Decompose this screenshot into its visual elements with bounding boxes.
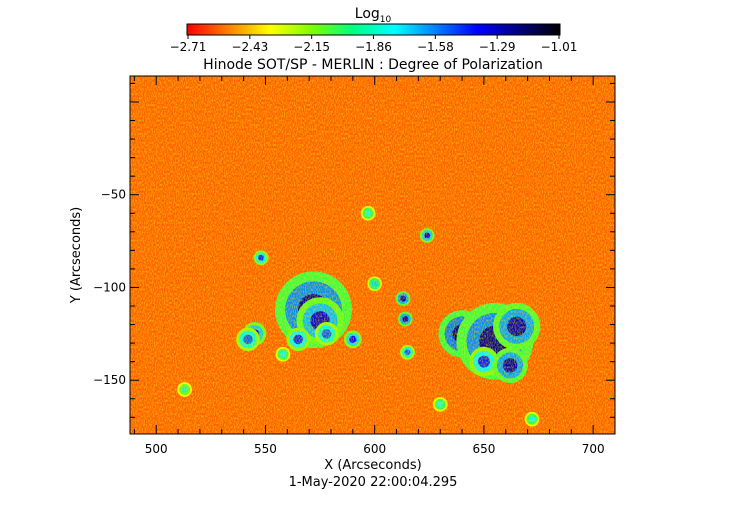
date-label: 1-May-2020 22:00:04.295 bbox=[289, 475, 458, 490]
y-tick-label: −100 bbox=[93, 280, 126, 294]
colorbar-tick-label: −2.43 bbox=[231, 40, 268, 54]
heatmap-image bbox=[130, 76, 615, 434]
y-axis-ticks: −50 −100 −150 bbox=[93, 82, 615, 418]
x-tick-label: 700 bbox=[582, 442, 605, 456]
colorbar-tick-label: −2.15 bbox=[293, 40, 330, 54]
colorbar-tick-label: −1.29 bbox=[479, 40, 516, 54]
heatmap-texture bbox=[130, 76, 615, 434]
y-axis-label: Y (Arcseconds) bbox=[69, 207, 84, 304]
plot-frame bbox=[129, 75, 616, 435]
colorbar-tick-label: −1.58 bbox=[417, 40, 454, 54]
colorbar-tick-label: −1.01 bbox=[541, 40, 578, 54]
x-tick-label: 650 bbox=[472, 442, 495, 456]
x-tick-label: 500 bbox=[145, 442, 168, 456]
y-tick-label: −150 bbox=[93, 373, 126, 387]
x-tick-label: 550 bbox=[254, 442, 277, 456]
colorbar-tick-label: −2.71 bbox=[170, 40, 207, 54]
colorbar-tick-label: −1.86 bbox=[355, 40, 392, 54]
colorbar-label: Log10 bbox=[355, 6, 392, 25]
x-axis-ticks: 500 550 600 650 700 bbox=[133, 76, 616, 456]
x-tick-label: 600 bbox=[363, 442, 386, 456]
x-axis-label: X (Arcseconds) bbox=[324, 458, 421, 473]
chart-title: Hinode SOT/SP - MERLIN : Degree of Polar… bbox=[203, 57, 543, 73]
y-tick-label: −50 bbox=[101, 188, 126, 202]
colorbar bbox=[186, 23, 561, 36]
colorbar-ticks: −2.71 −2.43 −2.15 −1.86 −1.58 −1.29 −1.01 bbox=[170, 35, 578, 54]
